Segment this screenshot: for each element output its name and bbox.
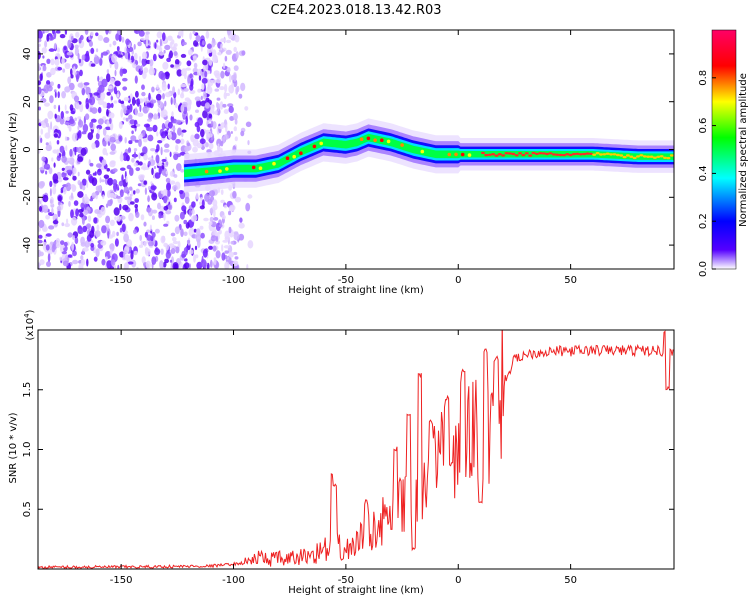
snr-y-label: SNR (10 * v/v) [8,412,19,483]
spectrogram-y-tick-label: 40 [22,48,33,61]
colorbar: 0.0 0.2 0.4 0.6 0.8 Normalized spectral ampl… [698,29,749,277]
snr-y-ticks: 0.5 1.0 1.5 [22,382,674,517]
snr-x-tick-label: -150 [110,575,133,586]
spectrogram-x-tick-label: 50 [564,275,577,286]
snr-x-ticks: -150 -100 -50 0 50 [110,330,577,586]
snr-panel: -150 -100 -50 0 50 0.5 1.0 1.5 Height of strai… [8,309,675,596]
colorbar-gradient [711,29,737,270]
spectrogram-y-tick-label: 20 [22,95,33,108]
colorbar-tick-label: 0.2 [698,213,709,229]
snr-x-label: Height of straight line (km) [288,585,424,596]
snr-frame [37,329,675,570]
snr-series-line [38,330,674,569]
colorbar-tick-label: 0.0 [698,261,709,277]
snr-x-tick-label: -50 [338,575,354,586]
spectrogram-x-ticks: -150 -100 -50 0 50 [110,30,577,286]
snr-y-tick-label: 1.0 [22,442,33,458]
spectrogram-x-tick-label: -50 [338,275,354,286]
spectrogram-x-tick-label: -100 [222,275,245,286]
colorbar-label: Normalized spectral amplitude [738,73,749,227]
colorbar-ticks: 0.0 0.2 0.4 0.6 0.8 [698,70,716,277]
spectrogram-y-tick-label: 0 [22,146,33,152]
snr-y-tick-label: 0.5 [22,501,33,517]
spectrogram-noise-region [38,30,254,269]
spectrogram-x-label: Height of straight line (km) [288,285,424,296]
colorbar-tick-label: 0.8 [698,70,709,86]
spectrogram-y-label: Frequency (Hz) [8,112,19,188]
spectrogram-y-tick-label: -20 [22,189,33,205]
spectrogram-x-tick-label: 0 [455,275,461,286]
spectrogram-x-tick-label: -150 [110,275,133,286]
snr-x-tick-label: 0 [455,575,461,586]
snr-x-tick-label: 50 [564,575,577,586]
spectrogram-y-tick-label: -40 [22,237,33,253]
snr-x-tick-label: -100 [222,575,245,586]
colorbar-tick-label: 0.4 [698,165,709,181]
spectrogram-y-ticks: -40 -20 0 20 40 [22,48,674,253]
snr-y-tick-label: 1.5 [22,382,33,398]
spectrogram-ridge [184,118,674,193]
snr-scale-label: (x104) [23,309,36,340]
spectrogram-panel: -150 -100 -50 0 50 -40 -20 0 20 40 Height of str… [8,29,675,296]
colorbar-tick-label: 0.6 [698,118,709,134]
chart-title: C2E4.2023.018.13.42.R03 [270,3,441,18]
